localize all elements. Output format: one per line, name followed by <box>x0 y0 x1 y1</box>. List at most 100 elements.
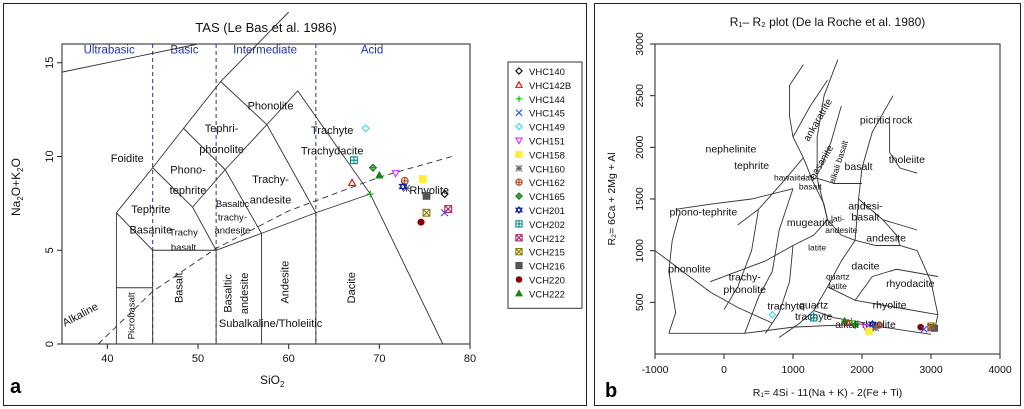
y-tick-label: 5 <box>44 247 56 253</box>
y-tick-label: 15 <box>44 57 56 69</box>
y-tick-label: 500 <box>634 293 646 311</box>
field-boundary <box>654 250 773 324</box>
legend-label: VCH201 <box>529 206 565 217</box>
field-label: Phonolite <box>248 101 294 113</box>
legend-label: VCH165 <box>529 192 565 203</box>
field-boundary <box>916 250 939 331</box>
y-tick-label: 1000 <box>634 239 646 263</box>
legend-label: VCH162 <box>529 178 565 189</box>
legend-marker <box>515 192 523 200</box>
legend-marker <box>515 262 523 270</box>
x-tick-label: 80 <box>464 353 476 365</box>
field-boundary <box>854 95 894 241</box>
legend-marker <box>515 109 523 117</box>
legend-label: VCH202 <box>529 220 565 231</box>
data-point-vhc142b <box>347 178 357 187</box>
legend-label: VCH216 <box>529 262 565 273</box>
field-label: phonolite <box>199 144 244 156</box>
data-point-vch149 <box>361 124 370 133</box>
field-label: basalt <box>171 242 197 253</box>
field-label: basalt <box>845 161 873 173</box>
field-label: Foidite <box>111 153 144 165</box>
legend-label: VCH149 <box>529 123 565 134</box>
legend-marker <box>515 150 523 159</box>
field-boundary <box>889 116 918 174</box>
y-tick-label: 2500 <box>634 84 646 108</box>
field-boundary <box>817 177 862 184</box>
legend-label: VHC140 <box>529 67 565 78</box>
x-tick-label: 50 <box>192 353 204 365</box>
data-point <box>810 314 818 322</box>
legend-label: VCH222 <box>529 289 565 300</box>
field-label: andesi- <box>848 200 883 212</box>
field-label: trachy- <box>218 212 247 223</box>
chart-title: TAS (Le Bas et al. 1986) <box>195 20 336 35</box>
data-point <box>917 323 924 331</box>
field-boundary <box>816 59 839 220</box>
legend-marker <box>515 67 523 75</box>
x-tick-label: 70 <box>373 353 385 365</box>
field-boundary <box>820 105 842 169</box>
field-label: latite <box>808 243 826 253</box>
field-boundary <box>827 219 856 241</box>
legend-marker <box>514 205 524 215</box>
field-label: andesite <box>866 232 906 244</box>
data-point <box>865 327 873 335</box>
data-point <box>840 316 849 324</box>
field-label: Basaltic <box>216 199 250 210</box>
field-label: picritic rock <box>860 115 913 127</box>
field-label: Alkaline <box>61 301 101 330</box>
field-label: lati- <box>831 214 845 224</box>
data-point <box>872 324 880 332</box>
division-label-basic: Basic <box>170 44 198 56</box>
y-tick-label: 0 <box>44 341 56 347</box>
field-label: Trachydacite <box>301 146 364 158</box>
field-boundary <box>668 214 680 334</box>
field-label: latite <box>829 281 847 291</box>
legend-label: VHC142B <box>529 81 571 92</box>
data-point-vch222 <box>375 170 384 179</box>
field-label: Tephri- <box>205 123 239 135</box>
field-label: andesite <box>825 225 857 235</box>
x-axis-label: R₁= 4Si - 11(Na + K) - 2(Fe + Ti) <box>753 387 903 399</box>
field-boundary <box>778 310 815 338</box>
field-label: quartz <box>826 272 850 282</box>
data-point-vch158 <box>418 175 427 183</box>
legend-marker <box>515 95 523 102</box>
field-label: andesite <box>250 194 292 206</box>
field-label: Phono- <box>170 164 206 176</box>
legend-label: VCH151 <box>529 137 565 148</box>
field-label: Basalt <box>174 272 186 303</box>
field-boundary <box>765 245 794 334</box>
field-boundary <box>813 240 856 311</box>
field-boundary <box>668 323 932 335</box>
field-label: ankaratrite <box>802 97 835 144</box>
field-label: rhyodacite <box>886 278 935 290</box>
panel-label-a: a <box>10 376 22 398</box>
field-label: Trachy <box>169 227 198 238</box>
alkaline-subalkaline-line <box>97 156 452 345</box>
field-label: Dacite <box>346 272 358 303</box>
field-label: Trachy- <box>252 174 289 186</box>
data-point <box>868 319 877 329</box>
data-point-vch220 <box>417 218 425 226</box>
tas-chart: TAS (Le Bas et al. 1986) 40 50 60 70 80 0 5 10 15… <box>9 11 583 389</box>
field-label: Trachyte <box>311 125 353 137</box>
plot-frame <box>61 43 471 345</box>
field-label: hawaiite <box>774 172 805 182</box>
legend-label: VCH212 <box>529 234 565 245</box>
y-tick-label: 10 <box>44 150 56 162</box>
field-label: Subalkaline/Tholeiitic <box>219 318 323 330</box>
field-boundary <box>792 79 828 138</box>
field-boundary <box>266 90 371 195</box>
x-tick-label: 0 <box>721 364 727 376</box>
panel-label-b: b <box>605 380 618 402</box>
legend-marker <box>515 164 523 172</box>
x-tick-label: 40 <box>101 353 113 365</box>
field-label: andesite <box>239 273 251 315</box>
legend-marker <box>514 80 524 88</box>
y-axis-label: R₂= 6Ca + 2Mg + Al <box>606 152 618 245</box>
data-point-vch202 <box>349 156 358 165</box>
y-tick-label: 1500 <box>634 187 646 211</box>
field-label: quartz <box>799 300 828 312</box>
